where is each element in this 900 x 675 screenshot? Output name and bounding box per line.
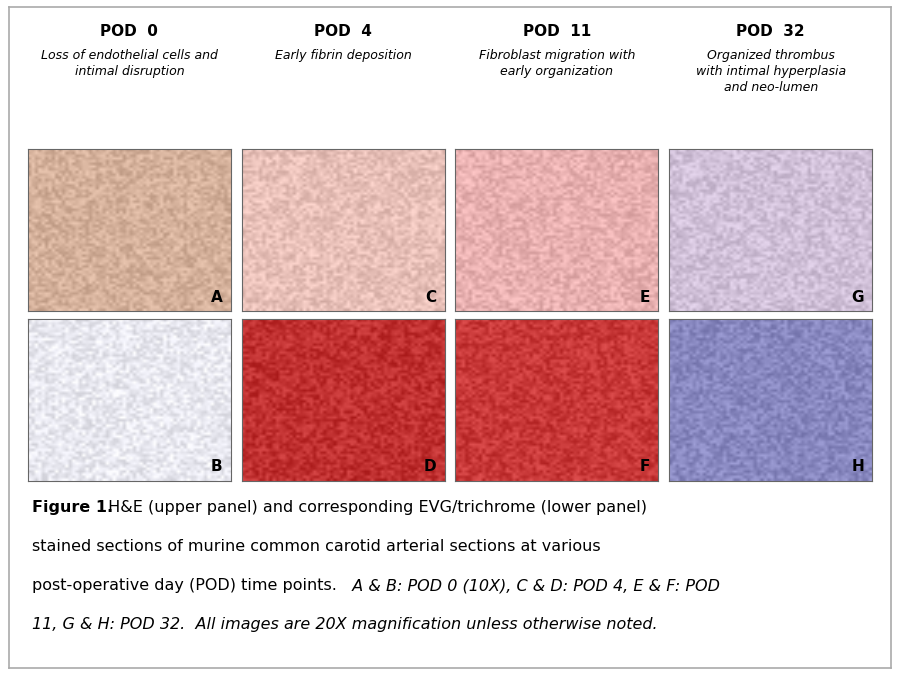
Text: 11, G & H: POD 32.  All images are 20X magnification unless otherwise noted.: 11, G & H: POD 32. All images are 20X ma… xyxy=(32,617,657,632)
Text: POD  0: POD 0 xyxy=(101,24,158,38)
Text: A & B: POD 0 (10X), C & D: POD 4, E & F: POD: A & B: POD 0 (10X), C & D: POD 4, E & F:… xyxy=(342,578,720,593)
Text: Early fibrin deposition: Early fibrin deposition xyxy=(274,49,411,62)
Text: Fibroblast migration with
early organization: Fibroblast migration with early organiza… xyxy=(479,49,635,78)
Text: stained sections of murine common carotid arterial sections at various: stained sections of murine common caroti… xyxy=(32,539,600,554)
Text: Figure 1.: Figure 1. xyxy=(32,500,112,515)
Text: G: G xyxy=(851,290,864,304)
Text: A: A xyxy=(211,290,222,304)
Text: B: B xyxy=(212,460,222,475)
Text: H: H xyxy=(851,460,864,475)
Text: POD  11: POD 11 xyxy=(523,24,591,38)
Text: POD  4: POD 4 xyxy=(314,24,372,38)
Text: D: D xyxy=(424,460,436,475)
Text: E: E xyxy=(640,290,650,304)
Text: Organized thrombus
with intimal hyperplasia
and neo-lumen: Organized thrombus with intimal hyperpla… xyxy=(696,49,846,94)
Text: H&E (upper panel) and corresponding EVG/trichrome (lower panel): H&E (upper panel) and corresponding EVG/… xyxy=(103,500,646,515)
Text: POD  32: POD 32 xyxy=(736,24,805,38)
Text: F: F xyxy=(640,460,650,475)
Text: Loss of endothelial cells and
intimal disruption: Loss of endothelial cells and intimal di… xyxy=(40,49,218,78)
Text: C: C xyxy=(426,290,436,304)
Text: post-operative day (POD) time points.: post-operative day (POD) time points. xyxy=(32,578,337,593)
